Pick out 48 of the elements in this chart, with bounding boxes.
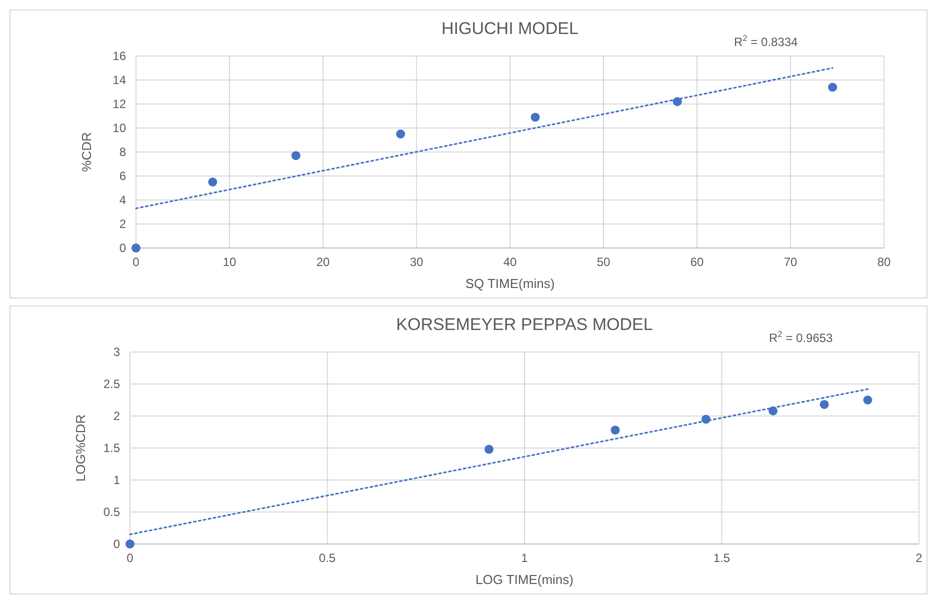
point xyxy=(530,112,540,122)
y-tick-label: 3 xyxy=(113,345,120,360)
x-tick-label: 20 xyxy=(316,255,330,269)
x-tick-label: 70 xyxy=(784,255,798,269)
y-tick-label: 1.5 xyxy=(103,441,120,456)
point xyxy=(484,444,494,454)
x-tick-label: 40 xyxy=(503,255,517,269)
text: R$^{2}$ = 0.9653 xyxy=(769,329,834,345)
y-tick-label: 8 xyxy=(119,145,126,160)
y-tick-label: 1 xyxy=(113,473,120,488)
text: R$^{2}$ = 0.8334 xyxy=(734,33,798,49)
point xyxy=(396,130,406,138)
x-tick-label: 60 xyxy=(690,255,704,269)
y-axis-title: %CDR xyxy=(79,132,94,172)
x-tick-label: 2 xyxy=(916,551,923,565)
x-tick-label: 30 xyxy=(410,255,424,269)
point xyxy=(610,426,620,435)
y-tick-label: 10 xyxy=(112,121,126,136)
y-tick-label: 6 xyxy=(119,169,126,184)
y-tick-label: 0.5 xyxy=(103,505,120,520)
y-tick-label: 2 xyxy=(119,217,126,232)
chart-title: KORSEMEYER PEPPAS MODEL xyxy=(396,315,653,334)
y-tick-label: 2.5 xyxy=(103,377,120,392)
y-tick-label: 12 xyxy=(112,97,126,112)
x-tick-label: 1 xyxy=(521,551,528,565)
point xyxy=(863,396,872,404)
x-tick-label: 10 xyxy=(222,255,236,269)
x-tick-label: 50 xyxy=(596,255,610,269)
x-axis-title: SQ TIME(mins) xyxy=(465,276,555,291)
y-tick-label: 2 xyxy=(113,409,120,424)
x-tick-label: 80 xyxy=(877,255,891,269)
y-tick-label: 4 xyxy=(119,193,126,208)
point xyxy=(132,244,140,252)
y-axis-title: LOG%CDR xyxy=(73,414,88,482)
y-tick-label: 0 xyxy=(119,241,126,256)
x-axis-title: LOG TIME(mins) xyxy=(476,572,574,587)
x-tick-label: 1.5 xyxy=(713,551,730,565)
y-tick-label: 14 xyxy=(112,73,126,88)
point xyxy=(126,540,134,548)
x-tick-label: 0 xyxy=(132,255,140,269)
x-tick-label: 0.5 xyxy=(318,551,336,565)
y-tick-label: 16 xyxy=(112,49,126,64)
point xyxy=(208,178,218,186)
point xyxy=(820,400,829,409)
chart-title: HIGUCHI MODEL xyxy=(442,19,578,38)
y-tick-label: 0 xyxy=(113,537,120,552)
point xyxy=(828,82,838,92)
point xyxy=(291,151,300,160)
